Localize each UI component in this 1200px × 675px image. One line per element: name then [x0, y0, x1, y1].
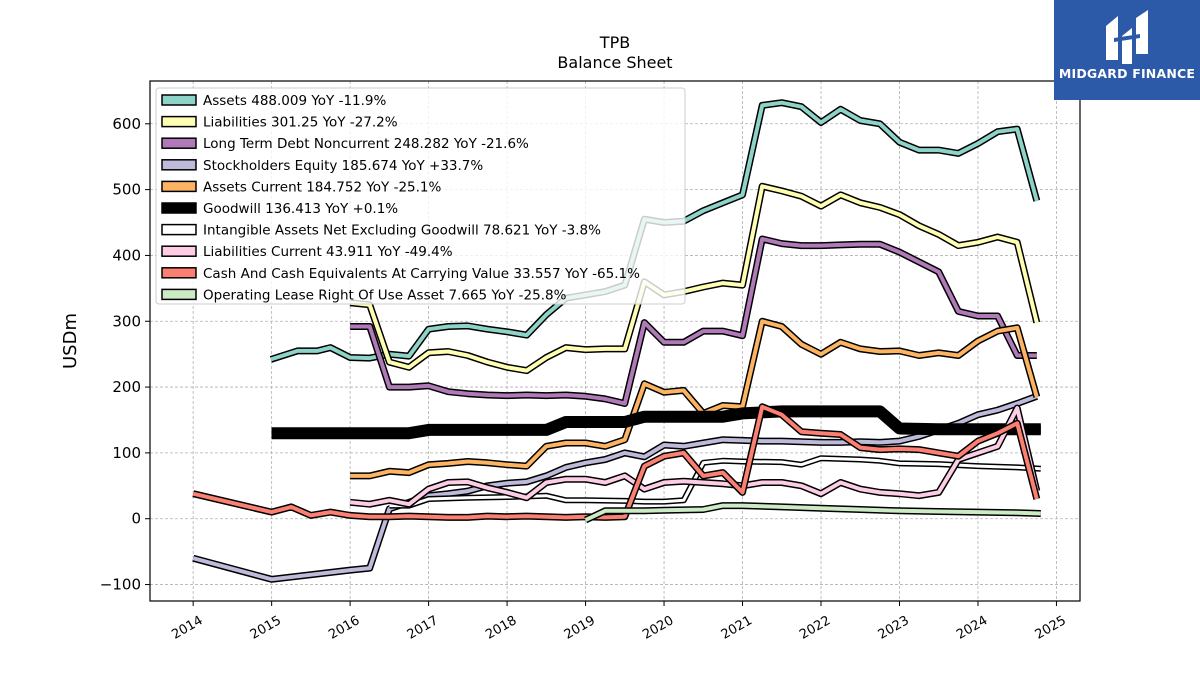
legend-label-liabilities: Liabilities 301.25 YoY -27.2% [203, 115, 398, 131]
plot-frame [149, 80, 1081, 602]
y-tick-label: −100 [100, 576, 141, 594]
legend-label-assets: Assets 488.009 YoY -11.9% [203, 93, 387, 109]
series-line-intangible-assets-net-excluding-goodwill [389, 456, 1041, 508]
legend-swatch-assets-current [161, 180, 197, 193]
y-axis: −100 0 100 200 300 400 500 600 [100, 115, 150, 594]
y-tick-label: 100 [112, 444, 141, 462]
y-tick-label: 600 [112, 115, 141, 133]
series-line-stockholders-equity [192, 394, 1038, 582]
legend-swatch-operating-lease-right-of-use-asset [161, 288, 197, 301]
legend-swatch-long-term-debt-noncurrent [161, 137, 197, 149]
legend-label-goodwill: Goodwill 136.413 YoY +0.1% [203, 201, 398, 217]
legend-swatch-cash-and-cash-equivalents-at-carrying-value [161, 267, 197, 279]
series-line-goodwill [271, 406, 1041, 438]
series-lines [192, 99, 1041, 583]
legend-label-assets-current: Assets Current 184.752 YoY -25.1% [203, 179, 442, 195]
legend-swatch-liabilities-current [161, 245, 197, 257]
y-tick-label: 500 [112, 181, 141, 199]
legend-label-stockholders-equity: Stockholders Equity 185.674 YoY +33.7% [203, 158, 483, 174]
chart-title: TPB [599, 33, 630, 52]
legend-swatch-goodwill [161, 202, 197, 214]
legend-box [155, 87, 686, 305]
series-line-long-term-debt-noncurrent [350, 237, 1037, 406]
series-line-cash-and-cash-equivalents-at-carrying-value [192, 404, 1039, 520]
legend: Assets 488.009 YoY -11.9% Liabilities 301… [155, 87, 686, 305]
y-tick-label: 300 [112, 312, 141, 330]
series-line-liabilities-current [349, 406, 1039, 507]
y-axis-label: USDm [60, 313, 81, 369]
brand-name: MIDGARD FINANCE [1058, 66, 1196, 81]
chart-subtitle: Balance Sheet [557, 53, 672, 72]
legend-swatch-liabilities [161, 115, 197, 128]
y-tick-label: 200 [112, 378, 141, 396]
legend-label-long-term-debt-noncurrent: Long Term Debt Noncurrent 248.282 YoY -2… [203, 136, 529, 152]
legend-swatch-stockholders-equity [161, 159, 197, 171]
series-line-operating-lease-right-of-use-asset [584, 503, 1041, 522]
brand-logo: MIDGARD FINANCE [1054, 0, 1200, 100]
y-tick-label: 400 [112, 246, 141, 264]
series-line-liabilities [349, 184, 1039, 373]
midgard-logo-icon [1106, 10, 1148, 64]
legend-label-intangible-assets-net-excluding-goodwill: Intangible Assets Net Excluding Goodwill… [203, 223, 601, 239]
series-line-assets-current [350, 319, 1039, 478]
legend-label-cash-and-cash-equivalents-at-carrying-value: Cash And Cash Equivalents At Carrying Va… [203, 266, 640, 282]
legend-swatch-intangible-assets-net-excluding-goodwill [161, 223, 197, 236]
legend-label-operating-lease-right-of-use-asset: Operating Lease Right Of Use Asset 7.665… [203, 287, 567, 303]
legend-swatch-assets [161, 94, 197, 106]
y-tick-label: 0 [131, 510, 141, 528]
legend-label-liabilities-current: Liabilities Current 43.911 YoY -49.4% [203, 244, 453, 260]
